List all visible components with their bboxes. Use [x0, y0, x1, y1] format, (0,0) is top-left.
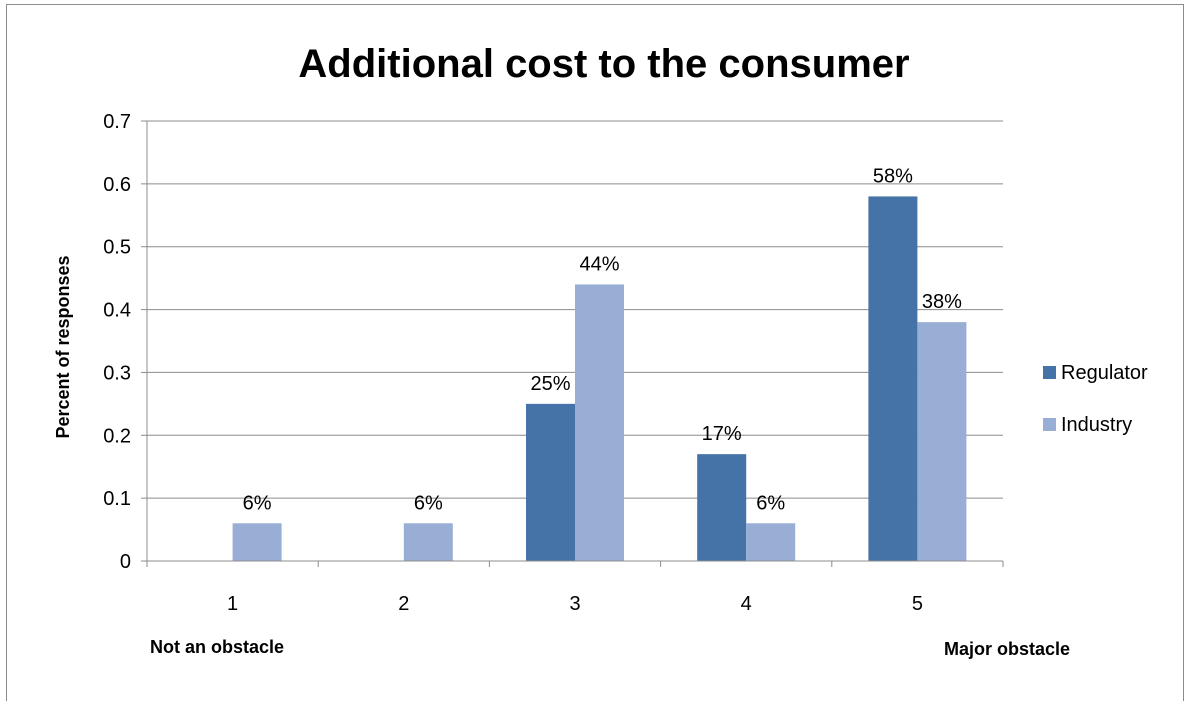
- x-tick-label: 4: [741, 593, 752, 615]
- bar-regulator: [697, 454, 747, 561]
- data-label: 6%: [243, 492, 272, 514]
- y-tick-label: 0.1: [103, 488, 131, 510]
- y-tick-label: 0.3: [103, 362, 131, 384]
- legend-label: Regulator: [1061, 362, 1148, 384]
- data-labels: 25% 17% 58% 6% 6% 44% 6% 38%: [243, 165, 962, 514]
- x-axis-label-left: Not an obstacle: [150, 637, 284, 657]
- y-tick-label: 0.7: [103, 111, 131, 133]
- bar-industry: [403, 523, 453, 561]
- bar-regulator: [526, 403, 575, 561]
- x-tick-label: 1: [227, 593, 238, 615]
- y-tick-label: 0.2: [103, 425, 131, 447]
- data-label: 38%: [922, 291, 962, 313]
- x-axis-label-right: Major obstacle: [944, 639, 1070, 659]
- y-tick-label: 0.4: [103, 300, 131, 322]
- x-tick-label: 5: [912, 593, 923, 615]
- y-axis: 0 0.1 0.2 0.3 0.4 0.5 0.6 0.7: [103, 111, 148, 573]
- legend-swatch: [1043, 366, 1056, 379]
- y-axis-label: Percent of responses: [53, 255, 73, 438]
- legend-swatch: [1043, 418, 1056, 431]
- data-label: 44%: [579, 253, 619, 275]
- y-tick-label: 0.5: [103, 237, 131, 259]
- y-tick-label: 0: [120, 551, 131, 573]
- bar-industry: [232, 523, 282, 561]
- data-label: 25%: [530, 373, 570, 395]
- bar-chart: Additional cost to the consumer 00.10.20…: [53, 42, 1148, 659]
- data-label: 58%: [873, 165, 913, 187]
- legend: Regulator Industry: [1043, 362, 1148, 436]
- bar-industry: [917, 322, 967, 561]
- bar-industry: [746, 523, 796, 561]
- chart-frame: Additional cost to the consumer 0 0.1 0.2 0…: [6, 4, 1184, 701]
- bar-regulator: [868, 196, 918, 561]
- bars: [232, 196, 967, 561]
- y-tick-label: 0.6: [103, 174, 131, 196]
- x-tick-label: 2: [398, 593, 409, 615]
- legend-label: Industry: [1061, 414, 1132, 436]
- bar-industry: [575, 284, 624, 561]
- data-label: 6%: [414, 492, 443, 514]
- data-label: 6%: [756, 492, 785, 514]
- chart-title: Additional cost to the consumer: [298, 42, 909, 86]
- x-tick-label: 3: [569, 593, 580, 615]
- x-axis: 1 2 3 4 5: [146, 560, 1004, 615]
- data-label: 17%: [702, 423, 742, 445]
